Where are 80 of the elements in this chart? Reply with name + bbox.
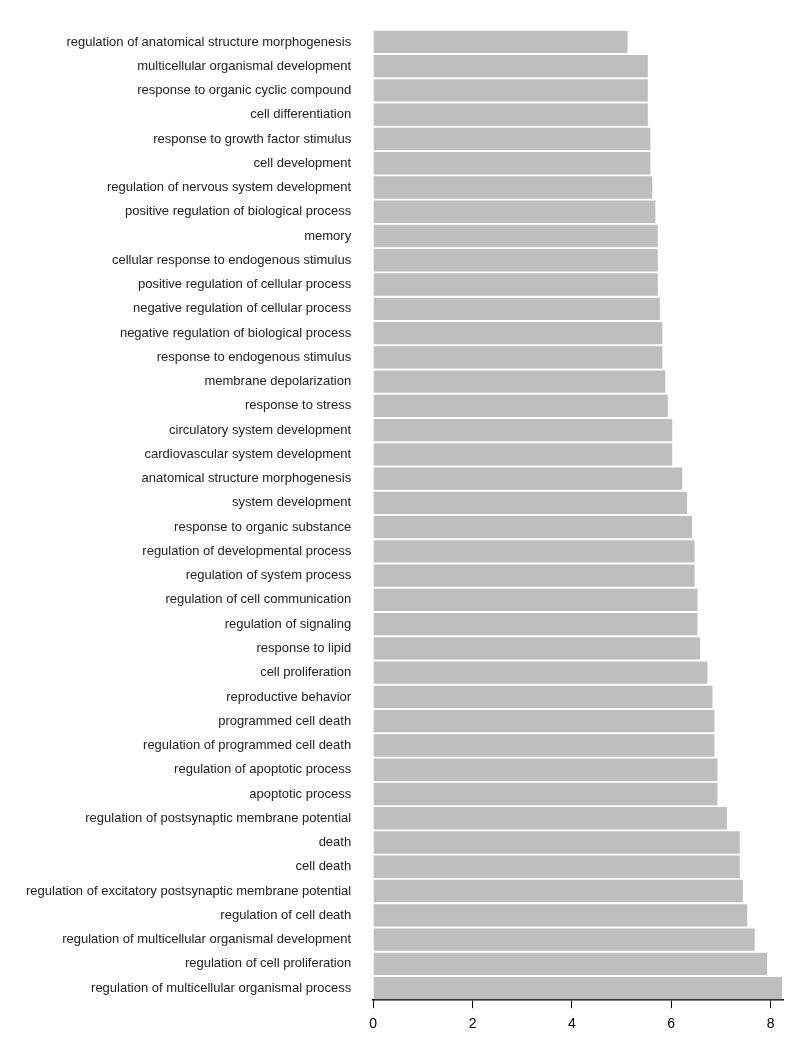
y-tick-label: regulation of apoptotic process <box>174 761 352 777</box>
bar <box>373 831 740 854</box>
bar <box>373 224 658 248</box>
y-tick-label: cell differentiation <box>250 106 352 122</box>
y-tick-label: membrane depolarization <box>204 373 352 389</box>
bar <box>373 491 688 515</box>
y-tick-label: regulation of developmental process <box>142 542 352 558</box>
bar <box>373 782 718 806</box>
x-tick-label: 8 <box>766 1015 775 1032</box>
y-tick-label: regulation of system process <box>185 567 352 583</box>
bar <box>373 127 651 151</box>
bar <box>373 273 658 296</box>
y-tick-label: circulatory system development <box>169 421 352 437</box>
y-tick-label: system development <box>231 494 352 510</box>
y-tick-label: cell death <box>295 858 352 874</box>
bar <box>373 103 648 126</box>
y-tick-label: apoptotic process <box>249 785 352 801</box>
bar <box>373 661 708 684</box>
y-tick-label: cell proliferation <box>260 664 352 680</box>
y-tick-label: negative regulation of cellular process <box>132 300 352 316</box>
bar <box>373 904 748 927</box>
y-tick-label: regulation of cell death <box>220 906 352 922</box>
bar <box>373 613 698 636</box>
bar <box>373 807 727 830</box>
y-tick-label: memory <box>304 227 352 243</box>
x-tick-label: 4 <box>567 1015 576 1032</box>
y-tick-label: regulation of programmed cell death <box>143 737 352 753</box>
y-tick-label: regulation of cell proliferation <box>184 955 352 971</box>
bar <box>373 758 718 781</box>
bar <box>373 515 693 539</box>
y-tick-label: cellular response to endogenous stimulus <box>111 251 352 267</box>
y-tick-label: regulation of multicellular organismal process <box>91 979 352 995</box>
bar <box>373 152 651 175</box>
bar <box>373 734 715 757</box>
y-tick-label: response to growth factor stimulus <box>153 130 352 146</box>
bar <box>373 685 713 709</box>
bar <box>373 79 648 102</box>
bar <box>373 200 656 223</box>
bar <box>373 588 698 612</box>
bar <box>373 321 663 345</box>
bar <box>373 710 715 733</box>
y-tick-label: response to organic substance <box>174 518 352 534</box>
y-tick-label: positive regulation of cellular process <box>138 276 352 292</box>
bar <box>373 370 666 393</box>
y-tick-label: regulation of excitatory postsynaptic membrane potential <box>25 882 352 898</box>
bar <box>373 637 701 660</box>
y-tick-label: regulation of cell communication <box>165 591 352 607</box>
bar <box>373 855 740 878</box>
y-tick-label: cell development <box>253 154 352 170</box>
bar <box>373 30 628 54</box>
y-tick-label: anatomical structure morphogenesis <box>141 470 352 486</box>
x-tick-label: 6 <box>667 1015 676 1032</box>
y-tick-label: programmed cell death <box>218 712 352 728</box>
y-tick-label: response to endogenous stimulus <box>156 348 352 364</box>
bar <box>373 176 653 199</box>
y-tick-label: regulation of nervous system development <box>106 179 352 195</box>
y-tick-label: regulation of anatomical structure morphogenesis <box>66 33 352 49</box>
y-tick-label: regulation of postsynaptic membrane potential <box>85 809 352 825</box>
y-tick-label: positive regulation of biological process <box>124 203 352 219</box>
bar <box>373 879 743 903</box>
bar <box>373 297 660 320</box>
y-tick-label: death <box>318 834 352 850</box>
y-tick-label: response to stress <box>244 397 352 413</box>
bar <box>373 55 648 78</box>
bar <box>373 928 755 951</box>
x-tick-label: 0 <box>369 1015 378 1032</box>
x-tick-label: 2 <box>468 1015 477 1032</box>
y-tick-label: regulation of multicellular organismal development <box>62 931 352 947</box>
bar <box>373 952 768 975</box>
y-tick-label: cardiovascular system development <box>144 445 352 461</box>
y-tick-label: response to lipid <box>256 640 352 656</box>
y-tick-label: response to organic cyclic compound <box>137 82 352 98</box>
bar <box>373 346 663 369</box>
y-tick-label: reproductive behavior <box>226 688 352 704</box>
y-tick-label: regulation of signaling <box>224 615 352 631</box>
bar <box>373 418 673 442</box>
bar <box>373 249 658 272</box>
y-tick-label: multicellular organismal development <box>137 57 352 73</box>
bar <box>373 394 668 417</box>
y-tick-label: negative regulation of biological process <box>119 324 352 340</box>
